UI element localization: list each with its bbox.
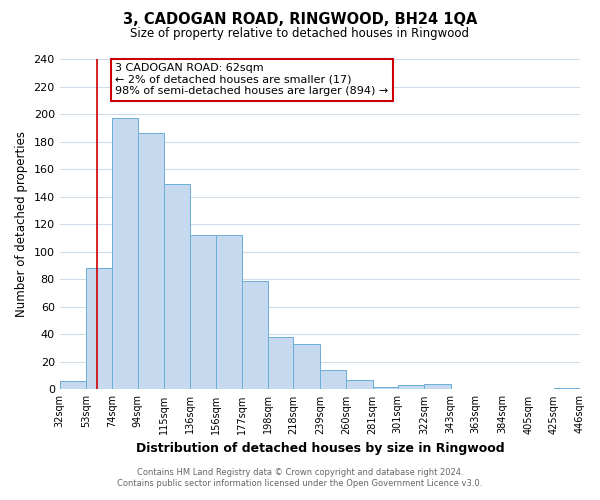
Bar <box>112 118 137 390</box>
Bar <box>137 134 164 390</box>
Text: 3 CADOGAN ROAD: 62sqm
← 2% of detached houses are smaller (17)
98% of semi-detac: 3 CADOGAN ROAD: 62sqm ← 2% of detached h… <box>115 63 388 96</box>
Bar <box>398 386 424 390</box>
Text: Size of property relative to detached houses in Ringwood: Size of property relative to detached ho… <box>131 28 470 40</box>
Bar <box>164 184 190 390</box>
Bar <box>86 268 112 390</box>
Bar <box>346 380 373 390</box>
Bar <box>59 381 86 390</box>
Bar <box>554 388 580 390</box>
Bar <box>373 386 398 390</box>
Text: 3, CADOGAN ROAD, RINGWOOD, BH24 1QA: 3, CADOGAN ROAD, RINGWOOD, BH24 1QA <box>123 12 477 28</box>
Y-axis label: Number of detached properties: Number of detached properties <box>15 131 28 317</box>
Bar <box>424 384 451 390</box>
Bar <box>190 235 215 390</box>
Bar <box>268 337 293 390</box>
X-axis label: Distribution of detached houses by size in Ringwood: Distribution of detached houses by size … <box>136 442 504 455</box>
Bar <box>242 280 268 390</box>
Bar <box>293 344 320 390</box>
Text: Contains HM Land Registry data © Crown copyright and database right 2024.
Contai: Contains HM Land Registry data © Crown c… <box>118 468 482 487</box>
Bar <box>215 235 242 390</box>
Bar <box>320 370 346 390</box>
